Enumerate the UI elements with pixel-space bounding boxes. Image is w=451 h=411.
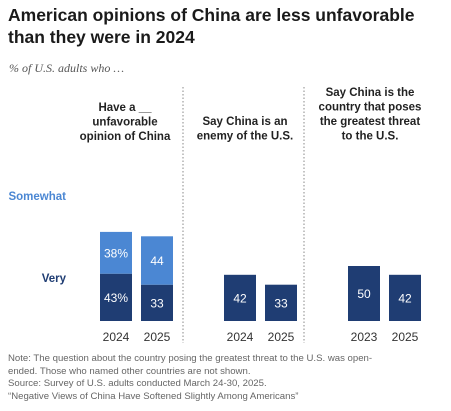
- bar-3-2023-very: [348, 266, 380, 321]
- chart-subtitle: % of U.S. adults who …: [9, 61, 125, 75]
- bar-1-2025-very: [141, 284, 173, 321]
- x-tick-3-2025: 2025: [392, 330, 419, 344]
- x-tick-3-2023: 2023: [351, 330, 378, 344]
- bar-1-2024-somewhat: [100, 231, 132, 274]
- bar-label-2-2025-very: 33: [274, 296, 288, 310]
- x-tick-2-2024: 2024: [227, 330, 254, 344]
- bar-label-3-2025-very: 42: [398, 291, 412, 305]
- bar-label-3-2023-very: 50: [357, 287, 371, 301]
- report-title-line: “Negative Views of China Have Softened S…: [8, 390, 299, 402]
- bar-label-1-2024-somewhat: 38%: [104, 246, 128, 260]
- chart-title: American opinions of China are less unfa…: [8, 5, 415, 47]
- panel-1-title-line-1: Have a __: [98, 102, 152, 114]
- bar-1-2024-very: [100, 273, 132, 321]
- panel-1-title-line-2: unfavorable: [92, 117, 157, 129]
- legend-somewhat: Somewhat: [8, 191, 66, 203]
- bar-2-2024-very: [224, 274, 256, 321]
- panel-3-title-line-2: country that poses: [319, 102, 422, 114]
- bar-label-1-2025-very: 33: [150, 296, 164, 310]
- panel-3-title-line-3: the greatest threat: [320, 116, 421, 128]
- x-tick-1-2024: 2024: [103, 330, 130, 344]
- x-tick-2-2025: 2025: [268, 330, 295, 344]
- panel-1-title-line-3: opinion of China: [80, 131, 171, 143]
- bar-2-2025-very: [265, 284, 297, 321]
- bar-label-2-2024-very: 42: [233, 291, 247, 305]
- panel-3-title-line-1: Say China is the: [326, 87, 415, 99]
- panel-3-title-line-4: to the U.S.: [342, 131, 399, 143]
- bar-label-1-2024-very: 43%: [104, 291, 128, 305]
- panel-2-title-line-1: Say China is an: [202, 116, 287, 128]
- notes-block: Note: The question about the country pos…: [8, 353, 444, 403]
- bar-3-2025-very: [389, 274, 421, 321]
- source-line: Source: Survey of U.S. adults conducted …: [8, 378, 267, 390]
- bar-1-2025-somewhat: [141, 236, 173, 285]
- note-line-2: ended. Those who named other countries a…: [8, 365, 251, 377]
- panel-2-title-line-2: enemy of the U.S.: [197, 131, 294, 143]
- x-tick-1-2025: 2025: [144, 330, 171, 344]
- bar-label-1-2025-somewhat: 44: [150, 254, 164, 268]
- legend-very: Very: [42, 273, 67, 285]
- note-line-1: Note: The question about the country pos…: [8, 353, 373, 364]
- chart-canvas: Have a __ unfavorable opinion of China 43% 3…: [8, 87, 422, 344]
